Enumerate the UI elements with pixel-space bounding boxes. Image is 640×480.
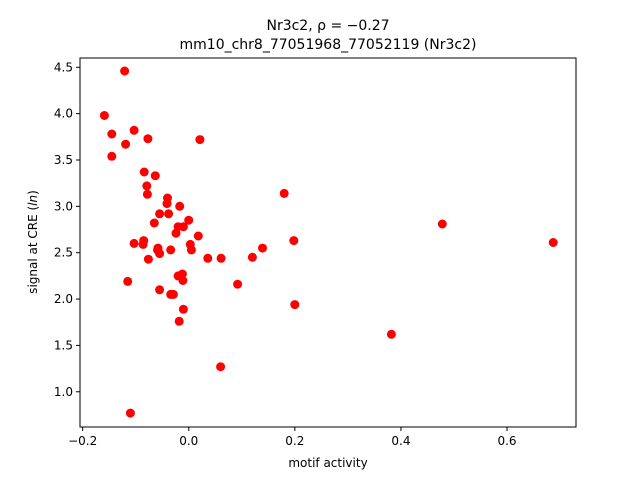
- data-point: [155, 285, 165, 295]
- data-point: [125, 408, 135, 418]
- data-points: [99, 66, 558, 418]
- chart-title-line1: Nr3c2, ρ = −0.27: [266, 18, 389, 34]
- data-point: [164, 209, 174, 219]
- data-point: [143, 254, 153, 264]
- data-point: [178, 304, 188, 314]
- y-axis-label: signal at CRE (ln): [26, 190, 40, 294]
- x-axis-label: motif activity: [288, 456, 367, 470]
- y-tick-label: 2.5: [54, 246, 73, 260]
- data-point: [149, 218, 159, 228]
- x-tick-label: 0.0: [179, 434, 198, 448]
- data-point: [178, 222, 188, 232]
- data-point: [150, 171, 160, 181]
- data-point: [107, 151, 117, 161]
- data-point: [129, 125, 139, 135]
- data-point: [279, 188, 289, 198]
- data-point: [289, 236, 299, 246]
- data-point: [216, 362, 226, 372]
- data-point: [233, 279, 243, 289]
- data-point: [175, 201, 185, 211]
- data-point: [138, 239, 148, 249]
- data-point: [123, 276, 133, 286]
- data-point: [178, 276, 188, 285]
- y-tick-label: 3.5: [54, 153, 73, 167]
- y-tick-label: 4.0: [54, 107, 73, 121]
- data-point: [548, 238, 558, 247]
- data-point: [139, 167, 149, 177]
- data-point: [142, 189, 152, 199]
- data-point: [247, 252, 257, 262]
- data-point: [184, 215, 194, 225]
- data-point: [99, 111, 109, 120]
- y-tick-label: 3.0: [54, 199, 73, 213]
- y-tick-label: 1.0: [54, 385, 73, 399]
- data-point: [142, 181, 152, 191]
- data-point: [193, 231, 203, 241]
- data-point: [143, 134, 153, 144]
- data-point: [195, 135, 205, 145]
- data-point: [120, 66, 130, 76]
- chart-title-line2: mm10_chr8_77051968_77052119 (Nr3c2): [180, 37, 477, 53]
- data-point: [203, 253, 213, 263]
- data-point: [121, 139, 131, 149]
- plot-frame: [79, 57, 577, 428]
- y-tick-label: 4.5: [54, 60, 73, 74]
- data-point: [171, 228, 181, 238]
- data-point: [216, 253, 226, 263]
- data-point: [168, 289, 178, 299]
- y-axis-label-unit: ln: [26, 195, 40, 206]
- data-point: [155, 249, 165, 259]
- x-tick-label: 0.2: [285, 434, 304, 448]
- x-tick-label: 0.6: [497, 434, 516, 448]
- data-point: [186, 245, 196, 255]
- data-point: [166, 245, 176, 255]
- data-point: [162, 199, 172, 209]
- data-point: [129, 238, 139, 248]
- data-point: [155, 209, 165, 219]
- x-axis-ticks: −0.2 0.0 0.2 0.4 0.6: [68, 427, 517, 448]
- y-axis-label-prefix: signal at CRE (: [26, 206, 40, 294]
- data-point: [107, 129, 117, 139]
- x-tick-label: −0.2: [68, 434, 97, 448]
- x-tick-label: 0.4: [391, 434, 410, 448]
- y-axis-label-suffix: ): [26, 190, 40, 195]
- data-point: [258, 243, 267, 253]
- data-point: [386, 329, 396, 339]
- y-tick-label: 2.0: [54, 292, 73, 306]
- data-point: [437, 219, 447, 229]
- y-tick-label: 1.5: [54, 338, 73, 352]
- data-point: [290, 300, 300, 310]
- y-axis-ticks: 1.0 1.5 2.0 2.5 3.0 3.5 4.0 4.5: [54, 60, 80, 399]
- data-point: [174, 316, 184, 326]
